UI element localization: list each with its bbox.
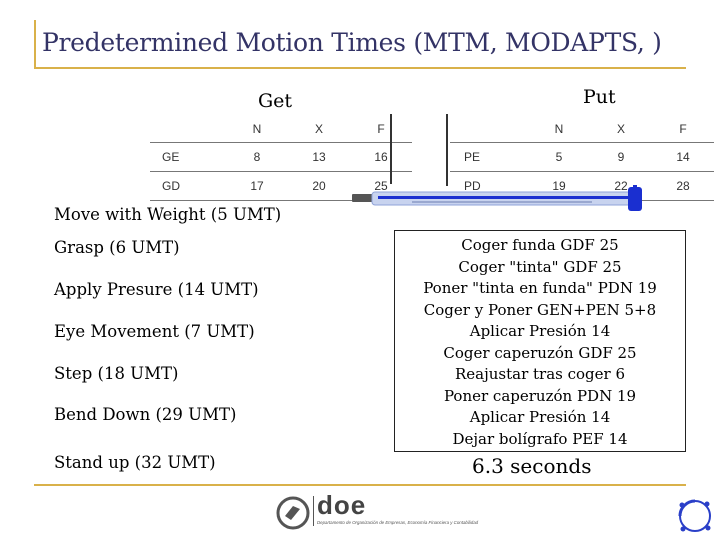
analysis-line: Reajustar tras coger 6 [454,365,626,383]
analysis-line: Coger y Poner GEN+PEN 5+8 [423,300,657,319]
analysis-line: Aplicar Presión 14 [469,408,611,426]
motion-item: Bend Down (29 UMT) [54,405,237,424]
get-table: N X F GE 8 13 16 GD 17 20 25 [150,116,412,201]
motion-item: Eye Movement (7 UMT) [54,322,255,341]
logo-caption: Departamento de Organización de Empresas… [317,520,479,525]
analysis-line: Poner "tinta en funda" PDN 19 [423,279,657,297]
table-row: GE 8 13 16 [150,142,412,172]
put-col-n: N [528,116,590,143]
corner-ornament-icon [678,499,711,532]
table-row: PE 5 9 14 [450,142,714,172]
put-cell: 14 [652,142,714,172]
put-cell: 5 [528,142,590,172]
doe-logo: doe Departamento de Organización de Empr… [276,490,526,530]
get-cell: 20 [288,171,350,201]
footer-divider [34,484,686,486]
doe-logo-icon [276,496,310,530]
put-cell: 28 [652,171,714,201]
get-cell: 16 [350,142,412,172]
put-col-x: X [590,116,652,143]
get-col-f: F [350,116,412,143]
put-label: Put [583,86,616,108]
analysis-line: Coger caperuzón GDF 25 [443,343,637,362]
analysis-line: Dejar bolígrafo PEF 14 [452,429,628,448]
analysis-box: Coger funda GDF 25 Coger "tinta" GDF 25 … [394,230,686,452]
get-cell: 17 [226,171,288,201]
motion-item: Step (18 UMT) [54,364,179,383]
put-row-label: PE [450,142,528,172]
table-row: GD 17 20 25 [150,171,412,201]
get-cell: 8 [226,142,288,172]
get-table-edge [390,114,392,184]
put-col-f: F [652,116,714,143]
motion-item: Grasp (6 UMT) [54,238,180,257]
get-col-x: X [288,116,350,143]
slide-title: Predetermined Motion Times (MTM, MODAPTS… [42,28,662,57]
motion-item: Apply Presure (14 UMT) [54,280,259,299]
analysis-line: Coger "tinta" GDF 25 [458,257,622,276]
analysis-line: Aplicar Presión 14 [469,322,611,340]
put-table-edge [446,114,448,186]
get-col-n: N [226,116,288,143]
analysis-line: Poner caperuzón PDN 19 [443,386,637,405]
logo-wordmark: doe [317,490,367,520]
pen-image [352,184,652,214]
get-row-label: GE [150,142,226,172]
total-time: 6.3 seconds [472,454,592,478]
motion-item: Stand up (32 UMT) [54,453,216,472]
get-label: Get [258,90,293,112]
get-cell: 13 [288,142,350,172]
title-divider [34,67,686,69]
analysis-line: Coger funda GDF 25 [461,236,619,254]
title-accent-bar [34,20,36,68]
motion-item: Move with Weight (5 UMT) [54,205,282,224]
put-cell: 9 [590,142,652,172]
get-row-label: GD [150,171,226,201]
